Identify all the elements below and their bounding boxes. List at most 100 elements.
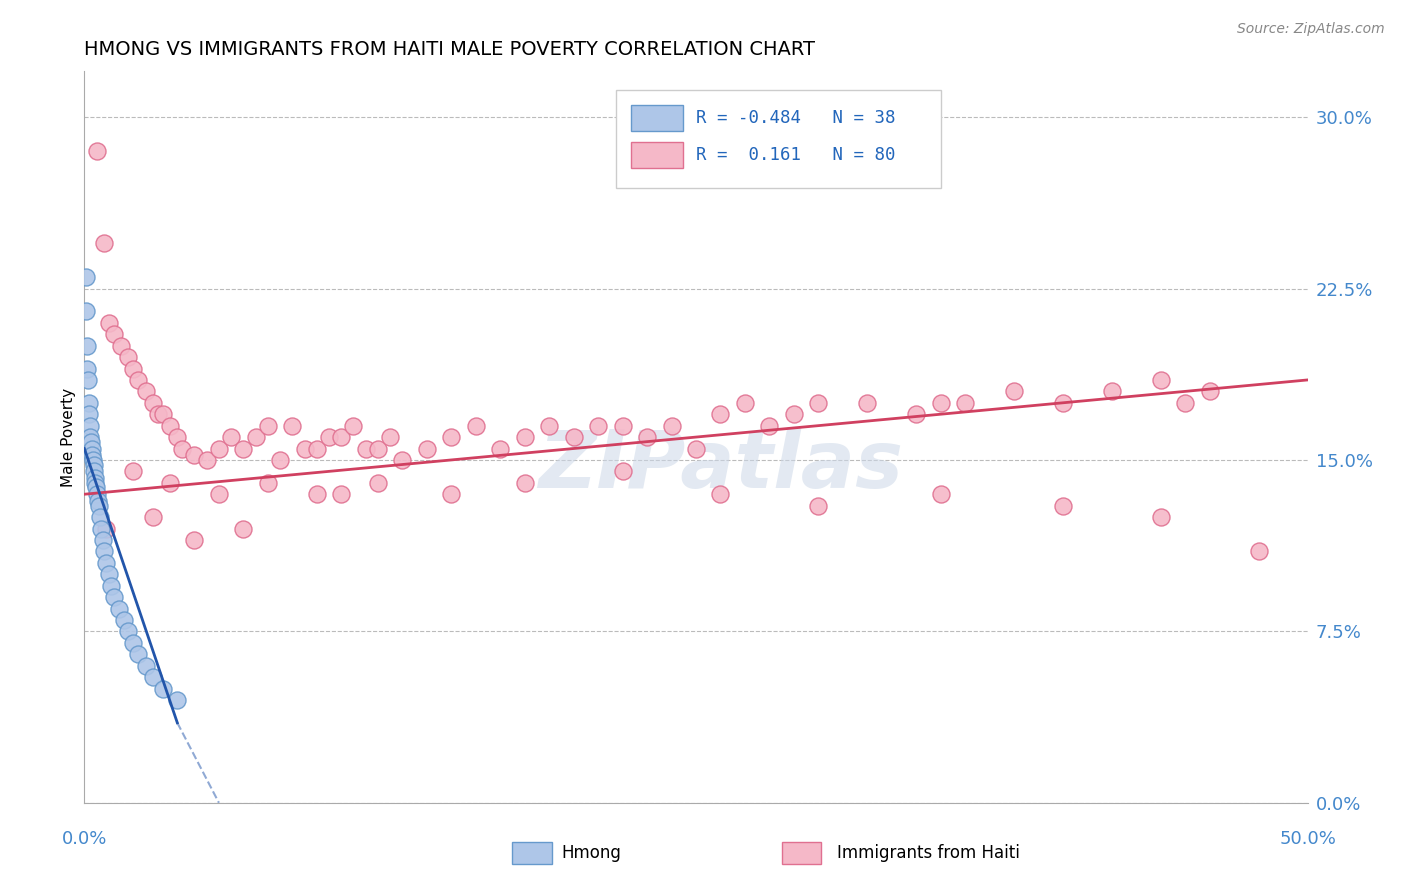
Point <box>90 521 112 535</box>
Point <box>440 430 463 444</box>
Text: HMONG VS IMMIGRANTS FROM HAITI MALE POVERTY CORRELATION CHART: HMONG VS IMMIGRANTS FROM HAITI MALE POVE… <box>84 39 815 59</box>
Point <box>75 270 97 285</box>
Point <box>77 396 100 410</box>
Point <box>122 361 145 376</box>
Point <box>142 510 165 524</box>
Point <box>93 544 115 558</box>
FancyBboxPatch shape <box>631 105 682 131</box>
Point <box>513 430 536 444</box>
Point <box>117 350 139 364</box>
Point <box>513 475 536 490</box>
Point <box>257 418 280 433</box>
Point <box>142 670 165 684</box>
Point <box>84 475 107 490</box>
Text: Immigrants from Haiti: Immigrants from Haiti <box>837 844 1019 862</box>
Point <box>367 475 389 490</box>
Point <box>183 448 205 462</box>
Point <box>685 442 707 456</box>
Point <box>1198 384 1220 399</box>
Point <box>342 418 364 433</box>
Point <box>1150 510 1173 524</box>
Point <box>1150 373 1173 387</box>
Point <box>135 658 157 673</box>
Point <box>87 494 110 508</box>
Text: 0.0%: 0.0% <box>62 830 107 848</box>
Point <box>330 430 353 444</box>
Point <box>354 442 377 456</box>
Point <box>183 533 205 547</box>
Point <box>294 442 316 456</box>
Point <box>152 407 174 421</box>
Point <box>586 418 609 433</box>
FancyBboxPatch shape <box>513 841 551 863</box>
Point <box>91 533 114 547</box>
Point <box>807 396 830 410</box>
Point <box>107 601 129 615</box>
Point <box>76 338 98 352</box>
Point <box>636 430 658 444</box>
Point <box>232 442 254 456</box>
Point <box>195 453 218 467</box>
Point <box>929 487 952 501</box>
Point <box>142 396 165 410</box>
Point <box>440 487 463 501</box>
Point <box>1052 499 1074 513</box>
Point <box>89 510 111 524</box>
Point <box>96 521 118 535</box>
Point <box>269 453 291 467</box>
Text: ZIPatlas: ZIPatlas <box>538 427 903 506</box>
Y-axis label: Male Poverty: Male Poverty <box>60 387 76 487</box>
Point <box>96 556 118 570</box>
Point <box>380 430 402 444</box>
Point <box>330 487 353 501</box>
Point <box>80 434 103 449</box>
Point <box>232 521 254 535</box>
Point <box>135 384 157 399</box>
Point <box>489 442 512 456</box>
Text: R =  0.161   N = 80: R = 0.161 N = 80 <box>696 145 896 164</box>
Point <box>83 471 105 485</box>
Point <box>122 464 145 478</box>
Point <box>159 418 181 433</box>
Text: Hmong: Hmong <box>561 844 621 862</box>
Point <box>172 442 194 456</box>
Point <box>1247 544 1270 558</box>
Point <box>86 145 108 159</box>
Point <box>464 418 486 433</box>
FancyBboxPatch shape <box>631 142 682 168</box>
Point <box>318 430 340 444</box>
Point <box>166 430 188 444</box>
Point <box>152 681 174 696</box>
Point <box>538 418 561 433</box>
Text: R = -0.484   N = 38: R = -0.484 N = 38 <box>696 109 896 128</box>
Point <box>117 624 139 639</box>
Point <box>245 430 267 444</box>
Point <box>305 442 328 456</box>
Point <box>807 499 830 513</box>
Point <box>127 373 149 387</box>
Point <box>103 590 125 604</box>
Point <box>709 487 731 501</box>
Text: Source: ZipAtlas.com: Source: ZipAtlas.com <box>1237 22 1385 37</box>
Point <box>122 636 145 650</box>
Point <box>367 442 389 456</box>
Point <box>82 453 104 467</box>
Point <box>305 487 328 501</box>
Point <box>127 647 149 661</box>
Point <box>734 396 756 410</box>
Point <box>75 304 97 318</box>
Point <box>1052 396 1074 410</box>
FancyBboxPatch shape <box>616 90 941 188</box>
Text: 50.0%: 50.0% <box>1279 830 1336 848</box>
Point <box>612 464 634 478</box>
Point <box>661 418 683 433</box>
Point <box>856 396 879 410</box>
Point <box>97 567 120 582</box>
Point <box>83 458 105 472</box>
Point <box>97 316 120 330</box>
Point <box>82 448 104 462</box>
FancyBboxPatch shape <box>782 841 821 863</box>
Point <box>93 235 115 250</box>
Point <box>80 442 103 456</box>
Point <box>84 480 107 494</box>
